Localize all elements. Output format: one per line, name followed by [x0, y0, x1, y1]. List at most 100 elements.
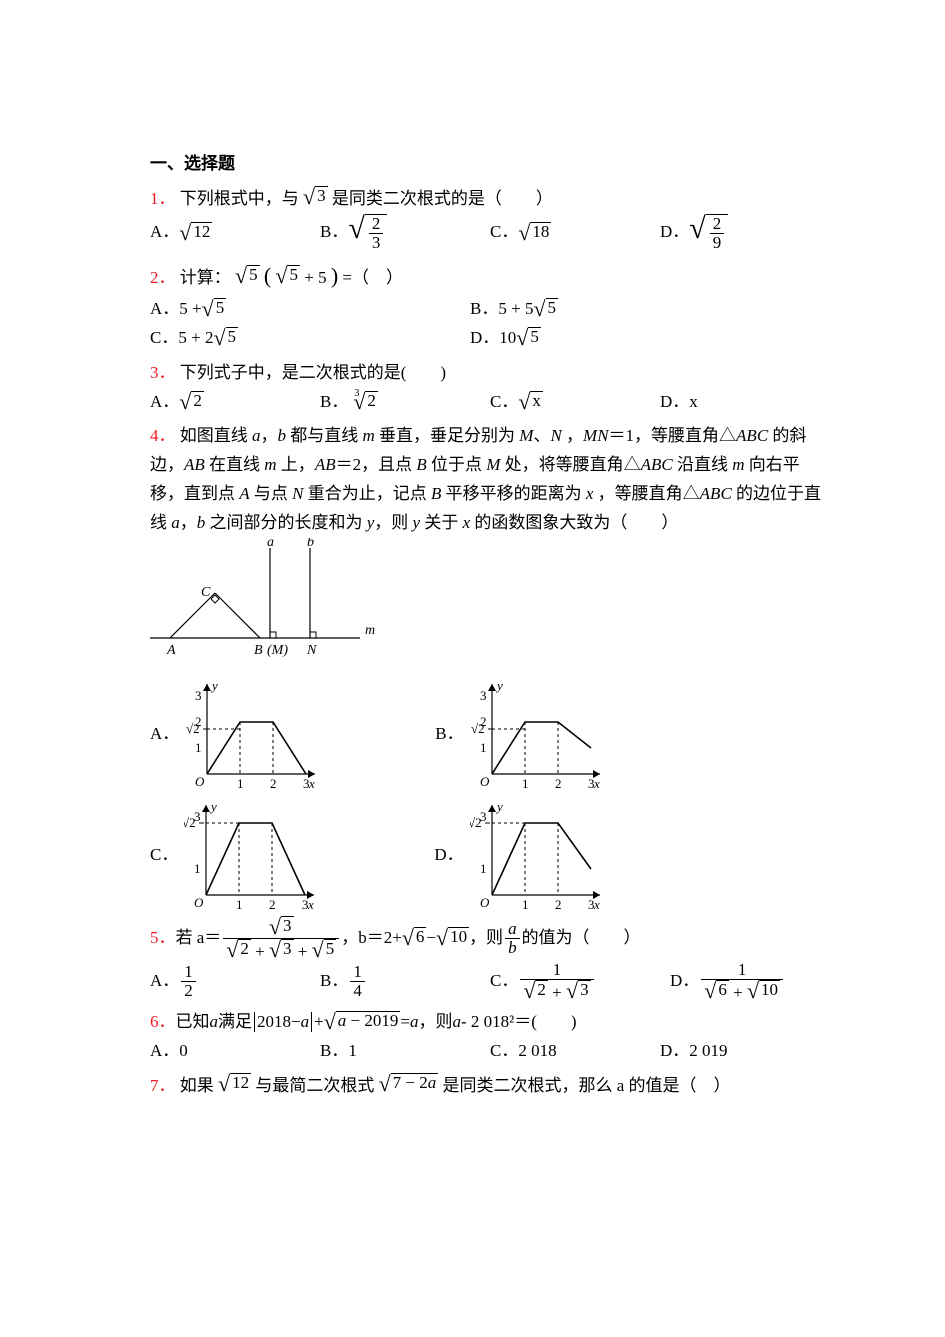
svg-text:(M): (M): [267, 643, 288, 658]
question-7: 7． 如果 √12 与最简二次根式 √7 − 2a 是同类二次根式，那么 a 的…: [150, 1072, 945, 1101]
q2-num: 2．: [150, 268, 176, 287]
q6-opt-a: A．0: [150, 1037, 310, 1066]
q2-options-row2: C． 5 + 2 √5 D． 10 √5: [150, 324, 945, 353]
q5-opt-b: B． 14: [320, 961, 480, 1002]
q6-opt-c: C．2 018: [490, 1037, 650, 1066]
svg-text:B: B: [254, 643, 263, 658]
q4-diagram: a b m A B (M) N C: [150, 538, 945, 668]
q5-options: A． 12 B． 14 C． 1 √2 + √3 D． 1 √6 + √10: [150, 961, 945, 1002]
section-title: 一、选择题: [150, 150, 945, 179]
svg-text:O: O: [480, 895, 490, 910]
question-5: 5． 若 a＝ √3 √2 + √3 + √5 ，b＝2+ √6 − √10 ，…: [150, 916, 945, 961]
q6-opt-b: B．1: [320, 1037, 480, 1066]
svg-text:C: C: [201, 585, 211, 600]
svg-text:3: 3: [303, 776, 310, 789]
q5-num: 5．: [150, 924, 176, 953]
svg-text:O: O: [194, 895, 204, 910]
q5-frac-ab: a b: [505, 920, 520, 957]
q1-opt-c: C． √18: [490, 214, 650, 252]
svg-text:y: y: [209, 799, 217, 814]
svg-text:3: 3: [302, 897, 309, 910]
q5-frac-a: √3 √2 + √3 + √5: [223, 916, 339, 961]
svg-text:y: y: [495, 799, 503, 814]
svg-text:3: 3: [480, 688, 487, 703]
rparen: ): [331, 263, 338, 288]
q3-text: 下列式子中，是二次根式的是( ): [180, 363, 446, 382]
svg-text:1: 1: [194, 861, 201, 876]
q4-opt-c: C． yxO12331√2: [150, 795, 334, 910]
q5-text-b: ，b＝2+: [341, 924, 402, 953]
svg-text:m: m: [365, 623, 375, 638]
q1-text-b: 是同类二次根式的是（ ）: [332, 189, 553, 208]
q2-opt-c: C． 5 + 2 √5: [150, 324, 460, 353]
svg-text:y: y: [210, 678, 218, 693]
q3-opt-d: D． x: [660, 388, 810, 417]
svg-text:O: O: [480, 774, 490, 789]
svg-text:3: 3: [588, 776, 595, 789]
question-2: 2． 计算： √5 ( √5 + 5 ) =（ ）: [150, 257, 945, 294]
q4-num: 4．: [150, 426, 176, 445]
lparen: (: [264, 263, 271, 288]
svg-text:2: 2: [555, 897, 562, 910]
q3-num: 3．: [150, 363, 176, 382]
q5-opt-d: D． 1 √6 + √10: [670, 961, 820, 1002]
svg-text:1: 1: [522, 897, 529, 910]
svg-text:1: 1: [236, 897, 243, 910]
q7-num: 7．: [150, 1076, 176, 1095]
svg-text:A: A: [166, 643, 176, 658]
q4-charts-row1: A． yxO123321√2 B． yxO123321√2: [150, 674, 945, 789]
question-1: 1． 下列根式中，与 √3 是同类二次根式的是（ ）: [150, 185, 945, 214]
svg-text:b: b: [307, 538, 314, 550]
svg-text:a: a: [267, 538, 274, 550]
svg-text:3: 3: [588, 897, 595, 910]
svg-text:y: y: [495, 678, 503, 693]
q6-num: 6．: [150, 1008, 176, 1037]
svg-text:√2: √2: [184, 815, 196, 830]
svg-text:√2: √2: [186, 721, 200, 736]
q3-opt-b: B． 3 √2: [320, 388, 480, 417]
q6-opt-d: D．2 019: [660, 1037, 810, 1066]
q5-text-a: 若 a＝: [176, 924, 222, 953]
svg-text:2: 2: [555, 776, 562, 789]
sqrt-outer: √5: [235, 265, 260, 287]
svg-text:O: O: [195, 774, 205, 789]
svg-text:√2: √2: [471, 721, 485, 736]
q4-opt-a: A． yxO123321√2: [150, 674, 335, 789]
sqrt-3: √3: [303, 186, 328, 208]
q5-text-c: ，则: [469, 924, 503, 953]
q3-options: A． √2 B． 3 √2 C． √x D． x: [150, 388, 945, 417]
q3-opt-c: C． √x: [490, 388, 650, 417]
question-6: 6． 已知 a 满足 2018 − a + √a − 2019 =a ，则 a …: [150, 1008, 945, 1037]
q3-opt-a: A． √2: [150, 388, 310, 417]
q2-opt-a: A． 5 + √5: [150, 295, 460, 324]
svg-text:1: 1: [237, 776, 244, 789]
q1-text-a: 下列根式中，与: [180, 189, 299, 208]
question-3: 3． 下列式子中，是二次根式的是( ): [150, 359, 945, 388]
q2-opt-d: D． 10 √5: [470, 324, 620, 353]
svg-text:3: 3: [195, 688, 202, 703]
q2-opt-b: B． 5 + 5 √5: [470, 295, 620, 324]
svg-text:1: 1: [195, 740, 202, 755]
q1-opt-a: A． √12: [150, 214, 310, 252]
q6-options: A．0 B．1 C．2 018 D．2 019: [150, 1037, 945, 1066]
q1-options: A． √12 B． √ 23 C． √18 D． √ 29: [150, 214, 945, 252]
svg-text:2: 2: [270, 776, 277, 789]
q5-text-d: 的值为（ ）: [522, 924, 641, 953]
q5-opt-c: C． 1 √2 + √3: [490, 961, 660, 1002]
svg-text:1: 1: [480, 861, 487, 876]
q1-opt-d: D． √ 29: [660, 214, 810, 252]
svg-text:1: 1: [522, 776, 529, 789]
q1-opt-b: B． √ 23: [320, 214, 480, 252]
q2-tail: =（ ）: [342, 268, 403, 287]
q2-text: 计算：: [180, 268, 231, 287]
q2-options-row1: A． 5 + √5 B． 5 + 5 √5: [150, 295, 945, 324]
abs-expr: 2018 − a: [252, 1008, 314, 1037]
svg-text:√2: √2: [470, 815, 482, 830]
q4-charts-row2: C． yxO12331√2 D． yxO12331√2: [150, 795, 945, 910]
question-4: 4． 如图直线 a，b 都与直线 m 垂直，垂足分别为 M、N ，MN＝1，等腰…: [150, 422, 945, 538]
q1-num: 1．: [150, 189, 176, 208]
q4-opt-b: B． yxO123321√2: [435, 674, 619, 789]
svg-text:N: N: [306, 643, 317, 658]
q4-opt-d: D． yxO12331√2: [434, 795, 619, 910]
svg-text:2: 2: [269, 897, 276, 910]
